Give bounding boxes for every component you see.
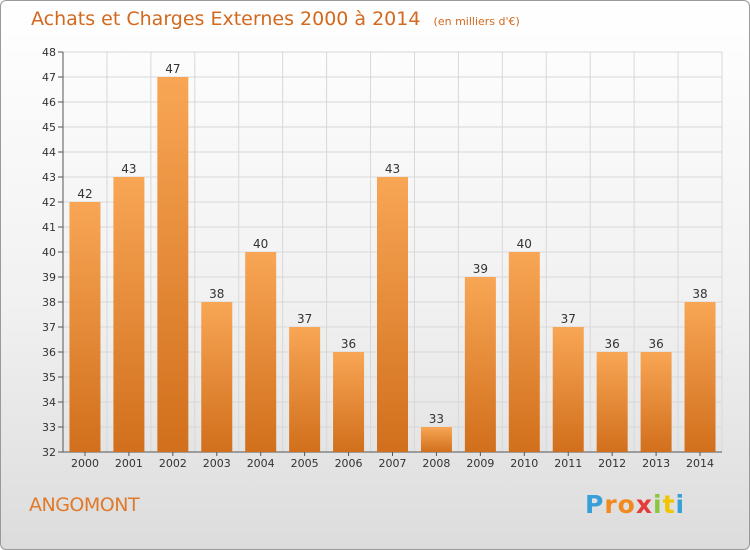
chart-title: Achats et Charges Externes 2000 à 2014 bbox=[31, 8, 421, 30]
y-tick-label: 47 bbox=[42, 71, 56, 84]
x-tick-label: 2012 bbox=[598, 457, 626, 470]
x-tick-label: 2004 bbox=[247, 457, 275, 470]
y-tick-label: 34 bbox=[42, 396, 56, 409]
y-tick-label: 43 bbox=[42, 171, 56, 184]
data-label: 36 bbox=[341, 337, 356, 351]
bar bbox=[157, 77, 189, 452]
proxiti-logo: Proxiti bbox=[585, 490, 685, 519]
bar bbox=[377, 177, 408, 452]
bar bbox=[596, 352, 628, 452]
data-label: 39 bbox=[473, 262, 488, 276]
bar bbox=[464, 277, 496, 452]
bar bbox=[201, 302, 233, 452]
place-name: ANGOMONT bbox=[29, 494, 140, 516]
brand-letter: x bbox=[635, 490, 653, 519]
y-tick-label: 48 bbox=[42, 46, 56, 59]
data-label: 38 bbox=[692, 287, 707, 301]
y-tick-label: 32 bbox=[42, 446, 56, 459]
bar bbox=[420, 427, 452, 452]
data-label: 36 bbox=[605, 337, 620, 351]
x-tick-label: 2006 bbox=[335, 457, 363, 470]
x-tick-label: 2005 bbox=[291, 457, 319, 470]
brand-letter: t bbox=[662, 490, 676, 519]
bar bbox=[508, 252, 540, 452]
y-tick-label: 38 bbox=[42, 296, 56, 309]
data-label: 42 bbox=[77, 187, 92, 201]
x-tick-label: 2008 bbox=[422, 457, 450, 470]
x-tick-label: 2003 bbox=[203, 457, 231, 470]
bar bbox=[684, 302, 716, 452]
data-label: 47 bbox=[165, 62, 180, 76]
bar bbox=[333, 352, 365, 452]
y-tick-label: 45 bbox=[42, 121, 56, 134]
data-label: 40 bbox=[253, 237, 268, 251]
x-tick-label: 2002 bbox=[159, 457, 187, 470]
y-tick-label: 41 bbox=[42, 221, 56, 234]
brand-letter: i bbox=[675, 490, 686, 519]
bar bbox=[552, 327, 584, 452]
data-label: 37 bbox=[561, 312, 576, 326]
brand-letter: r bbox=[604, 490, 618, 519]
bar bbox=[245, 252, 277, 452]
data-label: 36 bbox=[648, 337, 663, 351]
x-tick-label: 2011 bbox=[554, 457, 582, 470]
y-tick-label: 44 bbox=[42, 146, 56, 159]
bar bbox=[113, 177, 145, 452]
y-tick-label: 40 bbox=[42, 246, 56, 259]
data-label: 38 bbox=[209, 287, 224, 301]
data-label: 40 bbox=[517, 237, 532, 251]
bar bbox=[640, 352, 672, 452]
x-tick-label: 2010 bbox=[510, 457, 538, 470]
y-tick-label: 39 bbox=[42, 271, 56, 284]
data-label: 43 bbox=[385, 162, 400, 176]
data-labels: 42 43 47 38 40 37 36 43 33 39 40 37 36 36 38 bbox=[77, 62, 707, 426]
bars bbox=[69, 77, 716, 452]
data-label: 33 bbox=[429, 412, 444, 426]
y-tick-label: 36 bbox=[42, 346, 56, 359]
data-label: 37 bbox=[297, 312, 312, 326]
x-tick-label: 2014 bbox=[686, 457, 714, 470]
x-tick-label: 2001 bbox=[115, 457, 143, 470]
chart-title-block: Achats et Charges Externes 2000 à 2014 (… bbox=[31, 8, 520, 30]
bar bbox=[289, 327, 321, 452]
x-tick-label: 2007 bbox=[379, 457, 407, 470]
brand-letter: P bbox=[585, 490, 605, 519]
y-tick-label: 35 bbox=[42, 371, 56, 384]
x-tick-label: 2009 bbox=[466, 457, 494, 470]
brand-letter: o bbox=[617, 490, 636, 519]
bar bbox=[69, 202, 101, 452]
y-tick-label: 37 bbox=[42, 321, 56, 334]
brand-letter: i bbox=[653, 490, 663, 519]
x-tick-label: 2000 bbox=[71, 457, 99, 470]
y-tick-label: 33 bbox=[42, 421, 56, 434]
y-tick-label: 46 bbox=[42, 96, 56, 109]
data-label: 43 bbox=[121, 162, 136, 176]
chart-subtitle: (en milliers d'€) bbox=[433, 15, 520, 28]
x-tick-label: 2013 bbox=[642, 457, 670, 470]
y-tick-label: 42 bbox=[42, 196, 56, 209]
